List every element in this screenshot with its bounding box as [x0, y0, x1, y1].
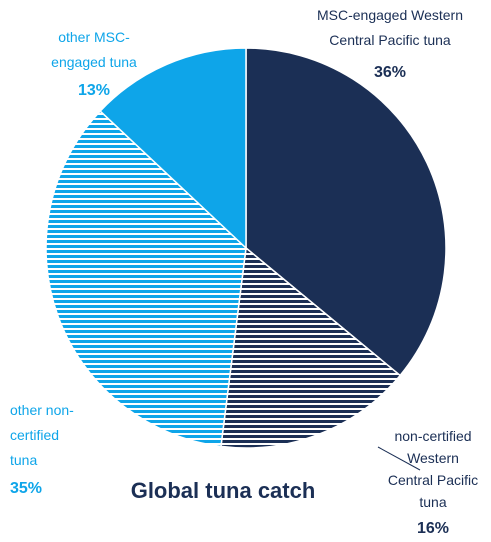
chart-title: Global tuna catch — [131, 478, 316, 503]
slice-other-noncert — [45, 110, 247, 448]
slice-label-line: engaged tuna — [51, 54, 137, 70]
slice-percent-label: 16% — [417, 520, 449, 537]
slice-label-line: other MSC- — [58, 29, 130, 45]
slice-msc-wcp — [245, 47, 447, 377]
slice-percent-label: 13% — [78, 82, 110, 99]
slice-label-line: non-certified — [394, 428, 471, 444]
slice-label-other-msc: other MSC- engaged tuna 13% — [51, 29, 137, 99]
pie-slices — [45, 47, 447, 449]
slice-label-line: certified — [10, 427, 59, 443]
slice-label-line: Central Pacific tuna — [329, 32, 451, 48]
slice-label-line: other non- — [10, 402, 74, 418]
slice-label-line: Central Pacific — [388, 472, 478, 488]
slice-other-msc — [99, 47, 247, 250]
slice-label-msc-wcp: MSC-engaged Western Central Pacific tuna… — [317, 7, 463, 81]
slice-label-line: tuna — [419, 494, 446, 510]
slice-label-noncert-wcp: non-certified Western Central Pacific tu… — [388, 428, 478, 537]
slice-noncert-wcp — [220, 246, 402, 449]
slice-percent-label: 36% — [374, 64, 406, 81]
leader-line — [377, 446, 421, 471]
slice-label-other-noncert: other non- certified tuna 35% — [10, 402, 74, 497]
slice-label-line: tuna — [10, 452, 37, 468]
slice-percent-label: 35% — [10, 480, 42, 497]
slice-label-line: MSC-engaged Western — [317, 7, 463, 23]
slice-label-line: Western — [407, 450, 459, 466]
